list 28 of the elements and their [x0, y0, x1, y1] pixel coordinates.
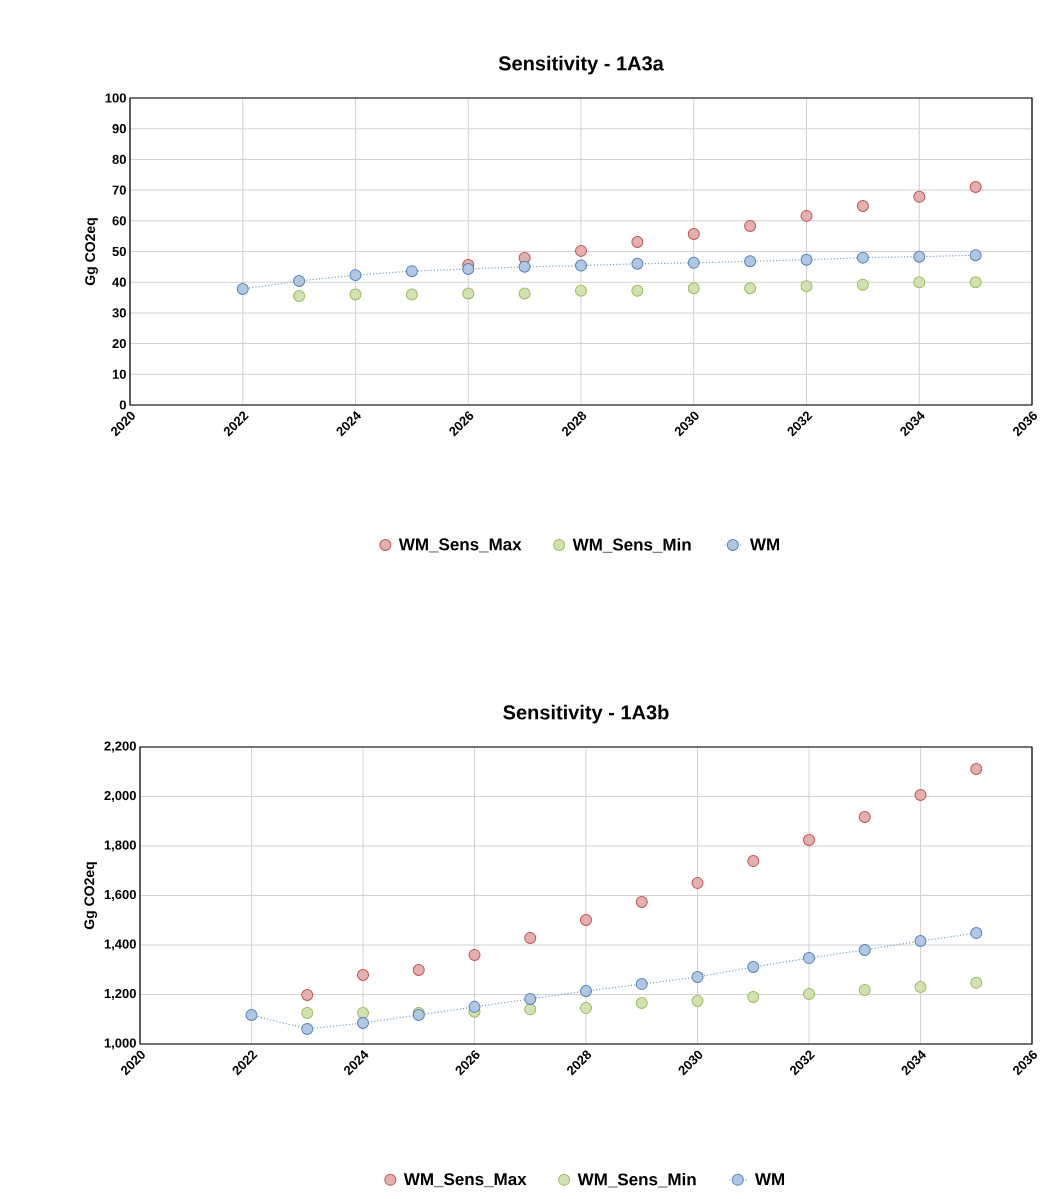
y-tick-label: 100	[105, 93, 126, 103]
legend-label: WM	[754, 1173, 785, 1185]
legend-label: WM_Sens_Min	[577, 1172, 696, 1188]
y-tick-label: 1,200	[104, 988, 136, 1001]
legend-label: WM_Sens_Max	[398, 538, 522, 553]
y-tick-label: 1,800	[104, 840, 136, 852]
y-axis-title: Gg CO2eq	[85, 218, 98, 286]
y-tick-label: 30	[112, 308, 126, 318]
legend-label: WM	[749, 538, 780, 551]
y-tick-label: 1,600	[104, 889, 136, 902]
y-tick-label: 60	[112, 216, 126, 226]
y-tick-label: 0	[119, 400, 126, 410]
y-tick-label: 2,200	[104, 741, 136, 753]
chart-title: Sensitivity - 1A3a	[498, 55, 664, 75]
y-tick-label: 90	[112, 124, 126, 134]
chart-title: Sensitivity - 1A3b	[503, 704, 669, 724]
y-tick-label: 1,400	[104, 939, 136, 951]
legend-label: WM_Sens_Min	[572, 538, 691, 553]
y-tick-label: 20	[112, 338, 126, 349]
y-tick-label: 50	[112, 246, 126, 257]
y-axis-title: Gg CO2eq	[84, 862, 98, 930]
y-tick-label: 10	[112, 369, 126, 379]
y-tick-label: 80	[112, 154, 126, 164]
y-tick-label: 70	[112, 185, 126, 195]
legend-label: WM_Sens_Max	[403, 1173, 527, 1188]
y-tick-label: 40	[112, 277, 126, 287]
y-tick-label: 2,000	[104, 790, 136, 803]
y-tick-label: 1,000	[104, 1038, 136, 1050]
